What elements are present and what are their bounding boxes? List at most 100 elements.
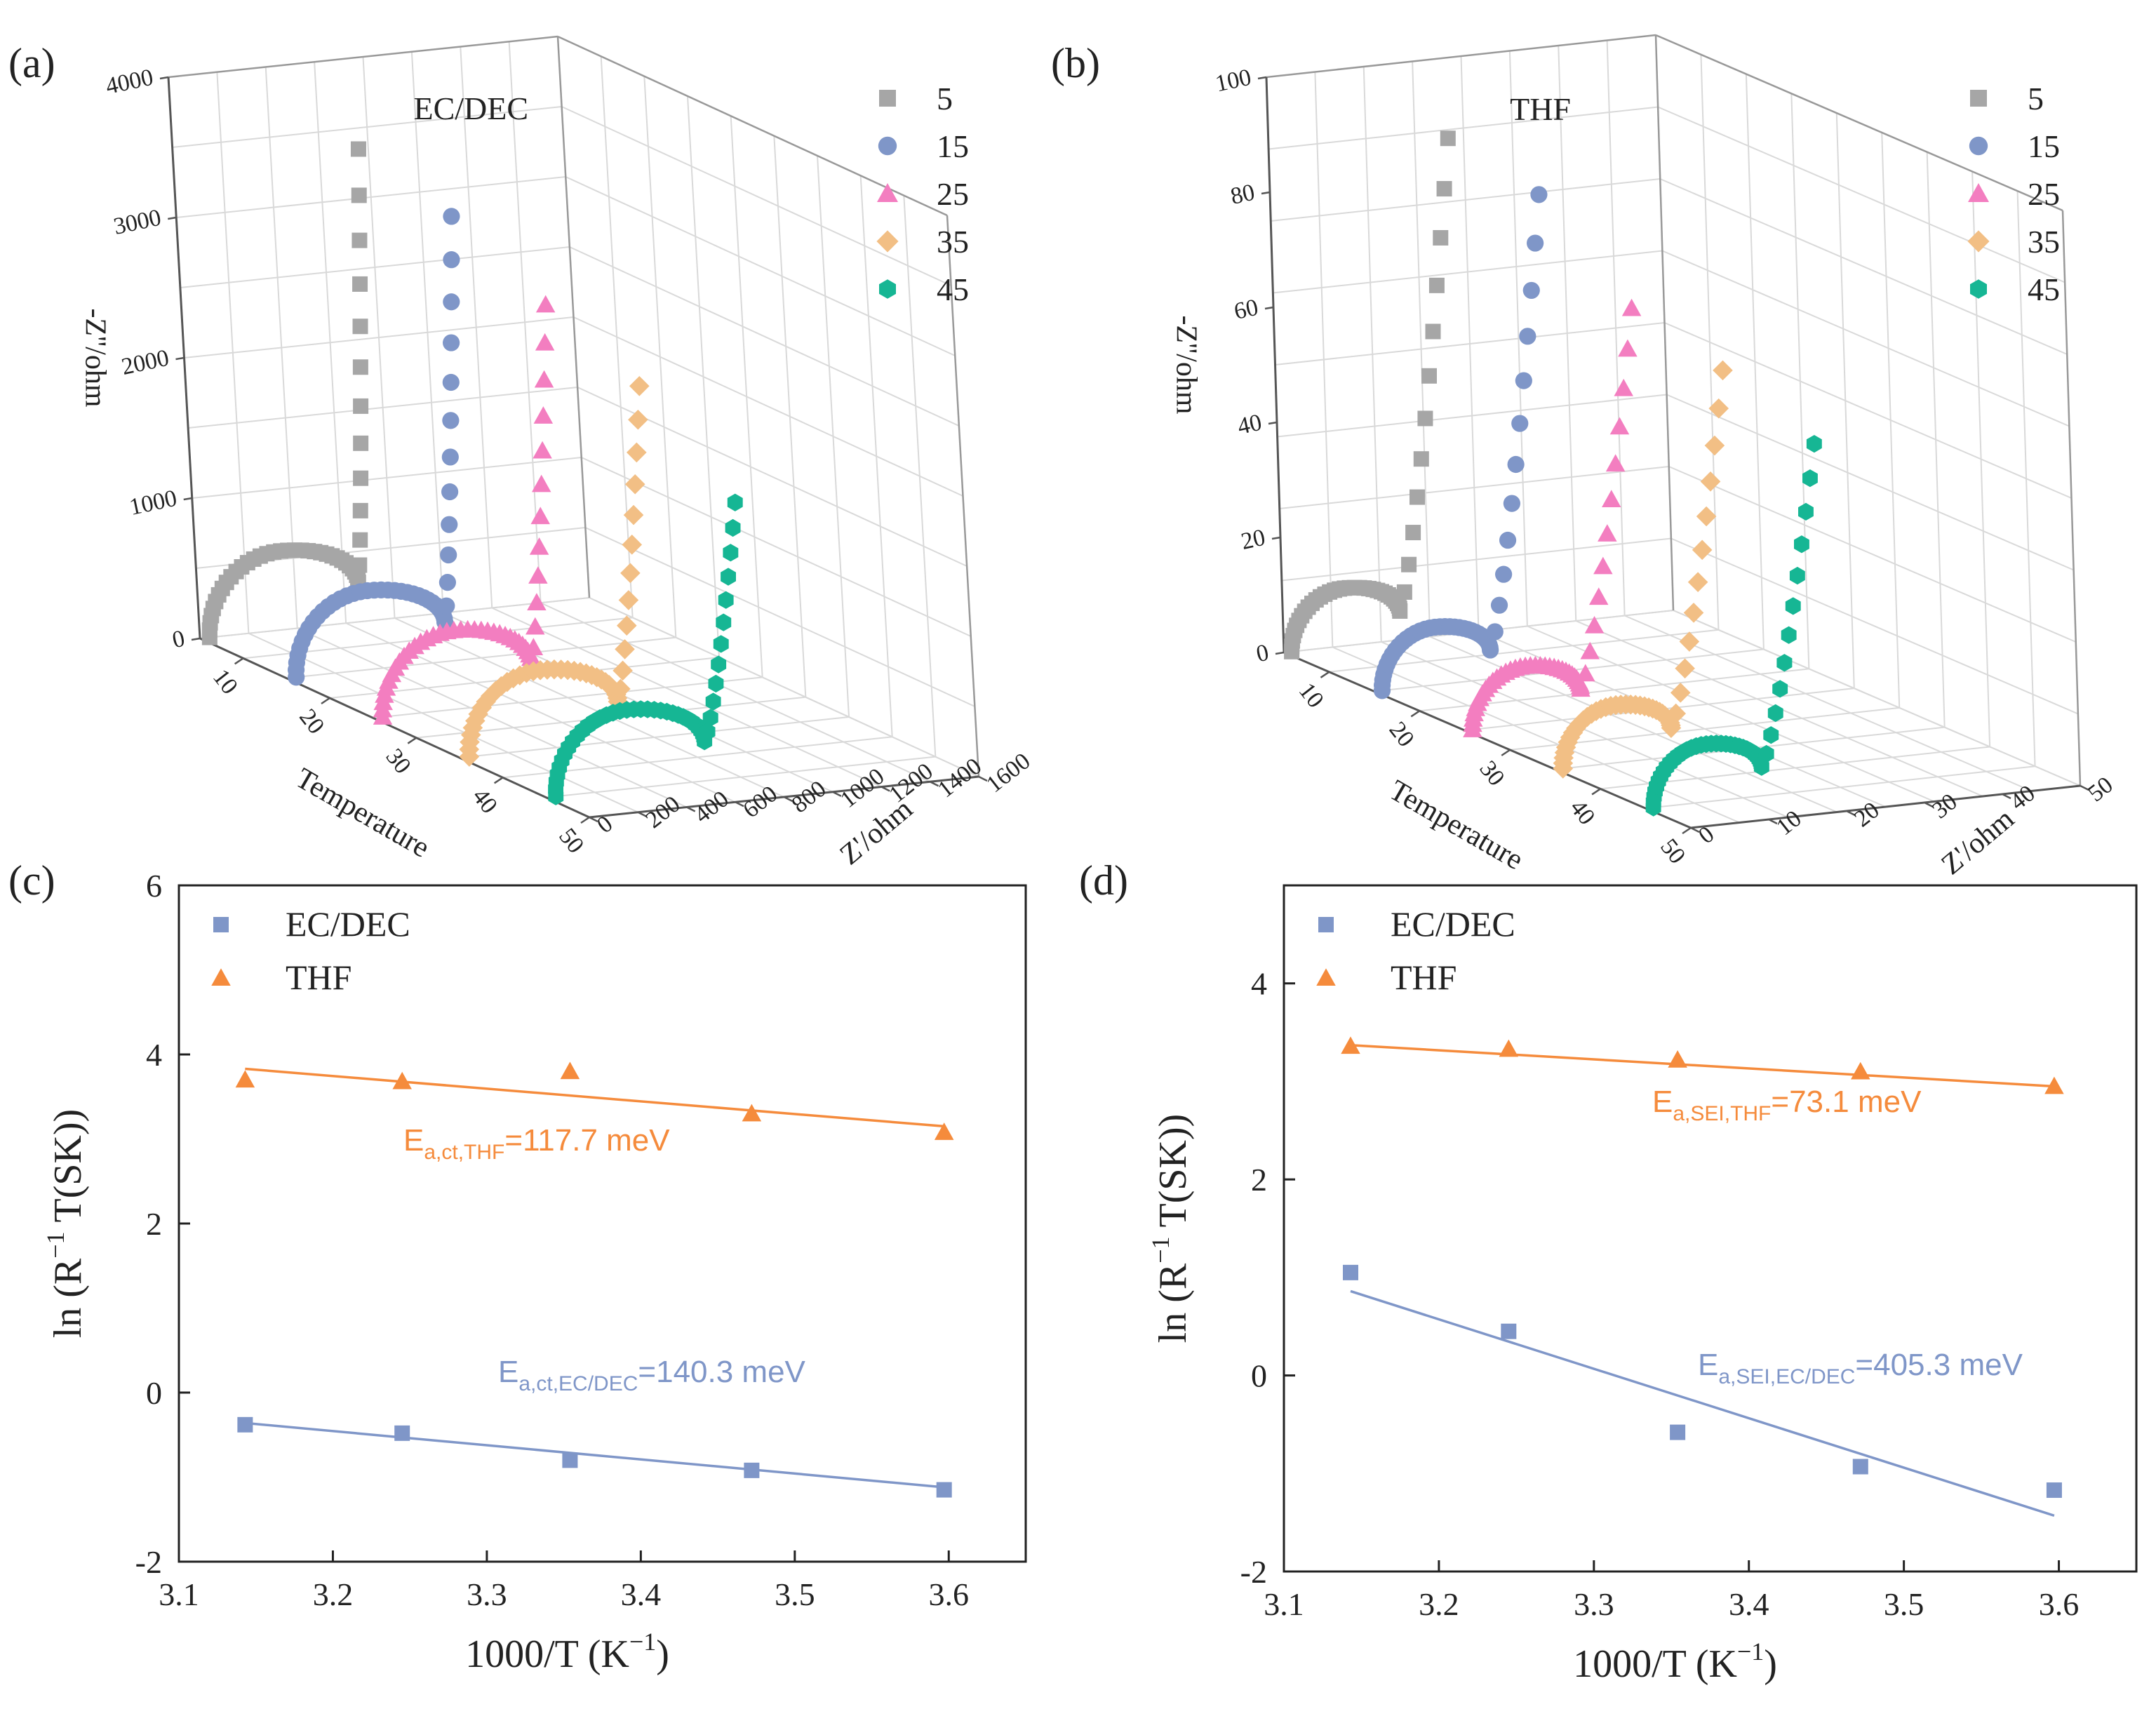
z-tick-label: 0: [170, 626, 187, 654]
data-point: [443, 293, 460, 311]
x-tick-label: 3.4: [1729, 1586, 1769, 1622]
legend-marker: [211, 968, 231, 986]
z-tick-label: 40: [1236, 410, 1264, 440]
data-point: [1405, 525, 1421, 541]
floor-grid-line: [1429, 636, 1837, 813]
data-point: [1692, 539, 1713, 561]
data-point: [627, 442, 647, 463]
x-tick-label: 3.2: [1419, 1586, 1459, 1622]
panel-label: (b): [1051, 40, 1100, 86]
floor-grid-line: [540, 602, 931, 783]
fit-annotation: Ea,SEI,EC/DEC=405.3 meV: [1698, 1348, 2023, 1388]
data-point: [2044, 1076, 2064, 1094]
legend-label: 35: [937, 224, 969, 260]
data-point: [622, 535, 643, 555]
data-point: [350, 141, 366, 157]
side-wall-grid-line: [1273, 250, 1663, 294]
data-point: [442, 373, 460, 391]
z-tick-label: 80: [1228, 180, 1257, 210]
data-point: [744, 1462, 760, 1478]
side-wall-grid-line: [180, 246, 570, 288]
data-point: [713, 635, 729, 653]
data-point: [351, 557, 368, 573]
data-point: [1527, 234, 1544, 252]
data-point: [628, 409, 648, 430]
data-point: [353, 435, 369, 451]
y-tick-label: 2: [146, 1206, 162, 1242]
x-axis-line: [199, 637, 590, 819]
data-point: [533, 441, 552, 459]
data-point: [1392, 603, 1408, 619]
data-point: [1696, 506, 1717, 527]
data-point: [1614, 378, 1633, 396]
box-edge: [2061, 210, 2082, 786]
legend-label: 5: [2028, 81, 2044, 116]
y-tick-label: 2: [1251, 1162, 1267, 1198]
fit-annotation-value: =117.7 meV: [504, 1123, 670, 1158]
data-point: [1852, 1459, 1868, 1475]
side-wall-grid-line: [176, 176, 566, 218]
data-point: [527, 593, 547, 611]
side-wall-grid-line: [1268, 106, 1659, 150]
x-tick: [407, 737, 417, 744]
x-tick-label: 3.3: [467, 1576, 507, 1612]
data-point: [471, 697, 493, 718]
legend-marker: [1316, 968, 1336, 986]
x-tick-label: 3.1: [1264, 1586, 1304, 1622]
y-tick-label: -2: [135, 1544, 162, 1580]
panel-label: (a): [8, 40, 55, 86]
y-tick: [1768, 818, 1778, 825]
z-tick-label: 20: [1239, 525, 1268, 555]
data-point: [936, 1482, 952, 1498]
y-tick: [1924, 801, 1934, 808]
y-tick-label: 40: [2005, 780, 2040, 815]
legend-label: 15: [937, 128, 969, 164]
panel-c: 3.1 3.2 3.3 3.4 3.5 3.6 -2 0 2 4 6 1000/T (K−1) ln (…: [8, 857, 1027, 1676]
data-point: [1789, 566, 1805, 585]
y-tick: [589, 816, 598, 823]
legend-label: EC/DEC: [286, 904, 410, 944]
z-tick: [1264, 306, 1274, 310]
x-tick-label: 3.3: [1574, 1586, 1614, 1622]
back-wall-grid-line: [1668, 466, 2077, 643]
side-wall-grid-line: [184, 316, 574, 358]
back-wall-grid-line: [1673, 610, 2081, 786]
data-point: [441, 448, 459, 466]
data-point: [1713, 360, 1733, 381]
data-point: [392, 1071, 412, 1090]
x-tick-label: 20: [1384, 717, 1419, 752]
data-point: [1436, 181, 1452, 197]
data-point: [705, 692, 721, 711]
floor-grid-line: [1332, 646, 1740, 824]
x-tick: [1410, 710, 1421, 718]
data-point: [716, 613, 732, 631]
data-point: [535, 333, 555, 351]
data-point: [1576, 664, 1595, 682]
data-point: [443, 208, 460, 225]
data-point: [1584, 616, 1605, 634]
y-tick: [1690, 826, 1700, 833]
fit-line: [245, 1067, 944, 1128]
data-point: [1482, 641, 1499, 659]
legend-label: 25: [2028, 176, 2060, 212]
y-axis-title: ln (R−1 T(SK)): [41, 1109, 90, 1339]
legend-label: 45: [2028, 272, 2060, 307]
box-edge: [1266, 34, 1656, 79]
data-point: [531, 474, 551, 492]
side-wall-grid-line: [199, 597, 590, 639]
legend-marker: [1970, 90, 1987, 107]
data-point: [1490, 596, 1508, 614]
data-point: [486, 681, 506, 702]
back-wall-grid-line: [569, 246, 960, 427]
x-tick-label: 40: [1565, 795, 1600, 830]
y-tick-label: 200: [641, 791, 685, 833]
data-point: [441, 516, 458, 533]
data-point: [624, 474, 645, 495]
data-point: [610, 678, 631, 699]
data-point: [616, 615, 637, 636]
legend-marker: [877, 183, 898, 202]
data-point: [727, 493, 743, 511]
data-point: [1396, 584, 1412, 600]
data-point: [1571, 679, 1591, 697]
